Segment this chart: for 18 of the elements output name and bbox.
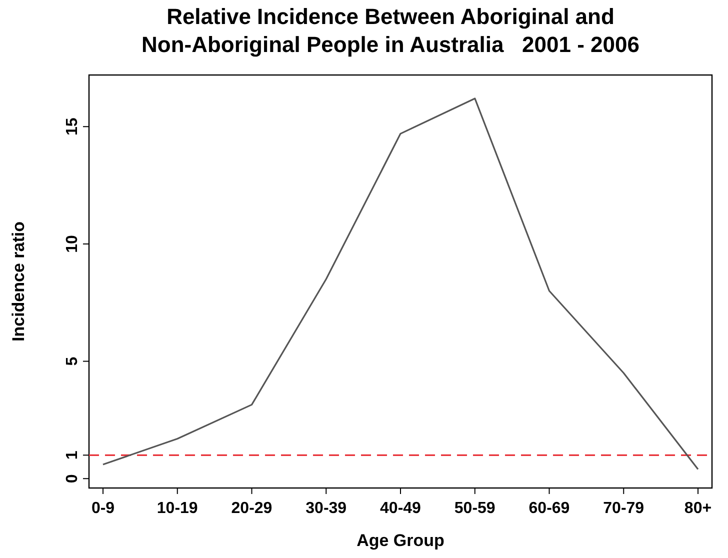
x-tick-label: 70-79 — [603, 500, 644, 517]
x-axis-title: Age Group — [356, 531, 444, 550]
x-tick-label: 60-69 — [528, 500, 570, 517]
x-tick-label: 20-29 — [231, 500, 272, 517]
x-tick-label: 0-9 — [91, 500, 115, 517]
y-tick-label: 1 — [64, 450, 81, 460]
y-tick-label: 10 — [64, 234, 81, 253]
x-tick-label: 80+ — [684, 500, 712, 517]
y-tick-label: 5 — [64, 356, 81, 366]
line-series — [102, 98, 699, 470]
y-tick-label: 0 — [64, 474, 81, 484]
x-tick-label: 40-49 — [380, 500, 422, 517]
x-tick-label: 10-19 — [156, 500, 198, 517]
x-tick-label: 30-39 — [306, 500, 347, 517]
chart-title: Relative Incidence Between Aboriginal and Non-Aboriginal People in Australia 2001 - 2006 — [142, 4, 640, 57]
y-axis-title: Incidence ratio — [9, 222, 28, 342]
y-tick-label: 15 — [64, 118, 81, 136]
x-tick-label: 50-59 — [454, 500, 496, 517]
